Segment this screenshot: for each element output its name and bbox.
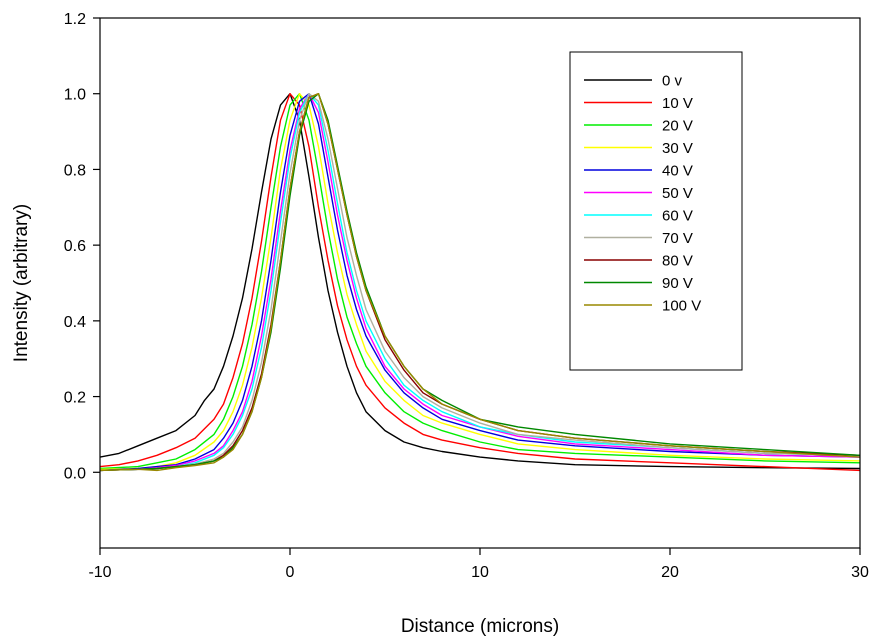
legend-label: 10 V [662,95,693,112]
y-tick-label: 1.2 [64,11,86,28]
y-tick-label: 1.0 [64,87,86,104]
legend: 0 v 10 V 20 V 30 V 40 V 50 V 60 V 70 V 80 V 90 V 1… [569,51,743,371]
y-tick-label: 0.4 [64,314,86,331]
series-layer [100,92,860,472]
x-tick-label: 0 [286,564,295,581]
legend-label: 70 V [662,230,693,247]
y-axis-title: Intensity (arbitrary) [11,204,32,362]
legend-label: 90 V [662,275,693,292]
y-axis: 0.0 0.2 0.4 0.6 0.8 1.0 1.2 [64,11,100,482]
legend-box [569,51,743,371]
legend-label: 20 V [662,118,693,135]
series-line-20-v [100,92,860,470]
legend-label: 0 v [662,73,683,90]
x-axis: -10 0 10 20 30 [88,548,869,581]
plot-frame [99,17,861,549]
legend-label: 100 V [662,298,701,315]
y-tick-label: 0.6 [64,238,86,255]
series-line-30-v [100,92,860,470]
y-tick-label: 0.8 [64,162,86,179]
series-line-40-v [100,92,860,472]
series-line-0-v [100,92,860,470]
x-tick-label: -10 [88,564,111,581]
legend-label: 80 V [662,253,693,270]
series-line-60-v [100,92,860,472]
series-line-100-v [100,92,860,472]
series-line-90-v [100,92,860,472]
x-tick-label: 30 [851,564,869,581]
y-tick-label: 0.2 [64,390,86,407]
series-line-80-v [100,92,860,472]
legend-label: 40 V [662,163,693,180]
legend-label: 30 V [662,140,693,157]
series-line-70-v [100,92,860,472]
x-axis-title: Distance (microns) [401,616,559,637]
y-tick-label: 0.0 [64,465,86,482]
legend-label: 60 V [662,208,693,225]
x-tick-label: 10 [471,564,489,581]
x-tick-label: 20 [661,564,679,581]
series-line-10-v [100,92,860,472]
series-line-50-v [100,92,860,472]
legend-label: 50 V [662,185,693,202]
